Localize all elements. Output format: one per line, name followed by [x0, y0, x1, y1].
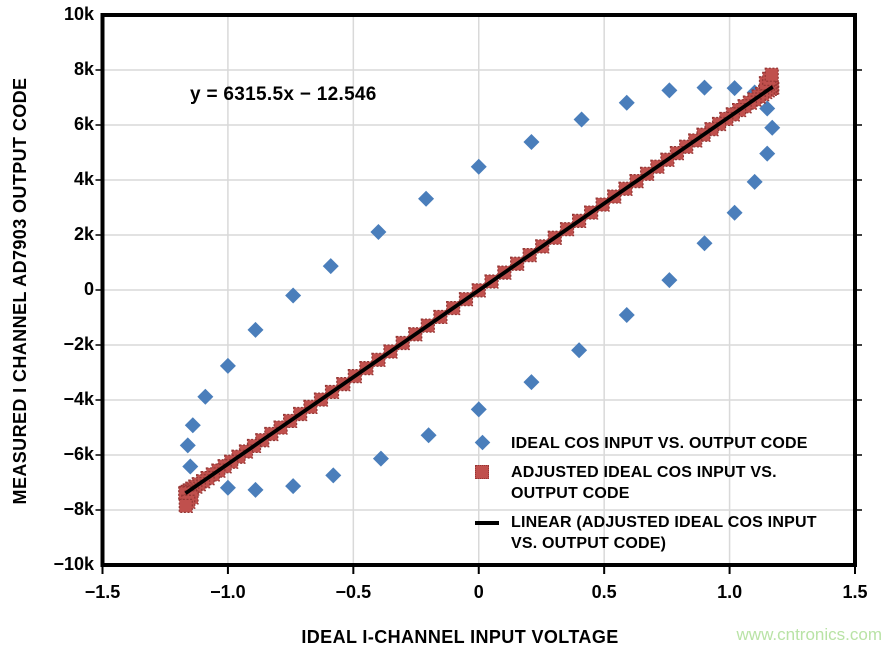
legend: IDEAL COS INPUT VS. OUTPUT CODE ADJUSTED… — [471, 433, 871, 562]
x-tick-label: 0.5 — [591, 582, 617, 602]
line-icon — [475, 521, 499, 525]
data-point-ideal-cos — [618, 94, 635, 111]
y-tick-label: −2k — [63, 334, 94, 354]
watermark: www.cntronics.com — [736, 625, 882, 644]
equation-annotation: y = 6315.5x − 12.546 — [190, 84, 377, 105]
data-point-ideal-cos — [759, 100, 776, 117]
axis-tick-marks — [95, 69, 862, 574]
legend-item-linear: LINEAR (ADJUSTED IDEAL COS INPUT VS. OUT… — [471, 512, 871, 554]
square-icon — [475, 465, 489, 479]
data-point-ideal-cos — [573, 111, 590, 128]
data-point-ideal-cos — [764, 119, 781, 136]
x-tick-label: 1.5 — [842, 582, 868, 602]
data-point-ideal-cos — [372, 450, 389, 467]
x-tick-label: −1.5 — [84, 582, 121, 602]
x-axis-title: IDEAL I-CHANNEL INPUT VOLTAGE — [301, 627, 619, 647]
diamond-icon — [474, 434, 491, 451]
data-point-ideal-cos — [247, 481, 264, 498]
legend-item-adjusted-cos: ADJUSTED IDEAL COS INPUT VS. OUTPUT CODE — [471, 462, 871, 504]
series-ideal-cos-points — [179, 79, 781, 498]
data-point-ideal-cos — [182, 458, 199, 475]
data-point-ideal-cos — [470, 401, 487, 418]
legend-label: IDEAL COS INPUT VS. OUTPUT CODE — [511, 435, 808, 452]
data-point-ideal-cos — [285, 478, 302, 495]
y-tick-label: 2k — [73, 224, 94, 244]
y-tick-label: 10k — [63, 4, 94, 24]
data-point-ideal-cos — [197, 388, 214, 405]
x-tick-label: 0 — [473, 582, 484, 602]
data-point-ideal-cos — [661, 82, 678, 99]
data-point-ideal-cos — [523, 134, 540, 151]
plot-border — [100, 13, 857, 567]
y-tick-label: −8k — [63, 499, 94, 519]
y-axis-title: MEASURED I CHANNEL AD7903 OUTPUT CODE — [10, 77, 30, 505]
data-point-ideal-cos — [571, 342, 588, 359]
data-point-ideal-cos — [418, 190, 435, 207]
data-point-ideal-cos — [420, 427, 437, 444]
y-tick-label: 4k — [73, 169, 94, 189]
y-tick-label: 8k — [73, 59, 94, 79]
x-tick-label: −0.5 — [335, 582, 372, 602]
data-point-ideal-cos — [746, 173, 763, 190]
y-tick-label: 0 — [83, 279, 94, 299]
data-point-ideal-cos — [696, 235, 713, 252]
legend-item-ideal-cos: IDEAL COS INPUT VS. OUTPUT CODE — [471, 433, 871, 454]
data-point-ideal-cos — [523, 374, 540, 391]
data-point-ideal-cos — [219, 479, 236, 496]
data-point-ideal-cos — [618, 307, 635, 324]
y-tick-label: 6k — [73, 114, 94, 134]
data-point-ideal-cos — [285, 287, 302, 304]
trendline — [184, 85, 774, 495]
y-tick-label: −10k — [53, 554, 94, 574]
data-point-ideal-cos — [370, 223, 387, 240]
data-point-adjusted-cos — [764, 67, 779, 82]
data-point-ideal-cos — [726, 80, 743, 97]
x-tick-label: −1.0 — [210, 582, 246, 602]
data-point-adjusted-cos — [178, 498, 193, 513]
data-point-ideal-cos — [179, 437, 196, 454]
data-point-ideal-cos — [759, 145, 776, 162]
y-tick-label: −4k — [63, 389, 94, 409]
data-point-ideal-cos — [696, 79, 713, 96]
x-tick-label: 1.0 — [717, 582, 743, 602]
legend-label: LINEAR (ADJUSTED IDEAL COS INPUT VS. OUT… — [511, 514, 817, 552]
data-point-ideal-cos — [247, 321, 264, 338]
data-point-ideal-cos — [219, 357, 236, 374]
data-point-ideal-cos — [322, 258, 339, 275]
data-point-ideal-cos — [184, 417, 201, 434]
data-point-ideal-cos — [325, 467, 342, 484]
data-point-ideal-cos — [470, 158, 487, 175]
data-point-ideal-cos — [726, 204, 743, 221]
legend-label: ADJUSTED IDEAL COS INPUT VS. OUTPUT CODE — [511, 464, 777, 502]
data-point-ideal-cos — [661, 272, 678, 289]
y-tick-label: −6k — [63, 444, 94, 464]
